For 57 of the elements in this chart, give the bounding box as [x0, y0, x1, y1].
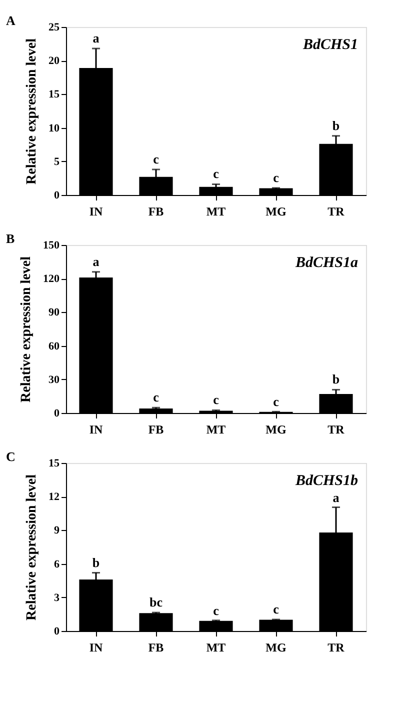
- x-tick-label: TR: [328, 640, 345, 654]
- annotation: c: [153, 151, 160, 166]
- annotation: c: [273, 601, 280, 616]
- x-tick-label: TR: [328, 422, 345, 436]
- y-axis-title: Relative expression level: [24, 474, 40, 620]
- x-tick-label: IN: [89, 422, 103, 436]
- x-tick-label: IN: [89, 204, 103, 218]
- y-tick-label: 0: [54, 408, 60, 420]
- x-tick-label: MT: [206, 204, 226, 218]
- y-tick-label: 0: [54, 626, 60, 638]
- x-tick-label: FB: [148, 422, 164, 436]
- text: BdCHS1b: [294, 473, 358, 489]
- text: B: [6, 231, 15, 246]
- text: C: [6, 449, 16, 464]
- y-tick-label: 60: [48, 340, 60, 352]
- y-axis-title: Relative expression level: [24, 38, 40, 184]
- annotation: a: [92, 254, 100, 269]
- y-tick-label: 6: [54, 558, 60, 570]
- text: A: [6, 13, 16, 28]
- annotation: b: [92, 554, 100, 570]
- annotation: b: [332, 118, 340, 133]
- y-tick-label: 150: [43, 240, 60, 252]
- x-tick-label: FB: [148, 640, 164, 654]
- y-tick-label: 90: [48, 306, 60, 319]
- annotation: bc: [150, 594, 163, 610]
- text: BdCHS1a: [294, 255, 358, 271]
- y-tick-label: 15: [48, 88, 60, 101]
- y-axis-title: Relative expression level: [19, 256, 34, 402]
- x-tick-label: MG: [266, 422, 286, 436]
- annotation: c: [213, 602, 220, 618]
- y-tick-label: 120: [43, 273, 60, 286]
- y-tick-label: 3: [54, 592, 60, 604]
- y-tick-label: 25: [48, 22, 60, 34]
- annotation: c: [273, 170, 280, 185]
- x-tick-label: MT: [206, 422, 226, 436]
- x-tick-label: FB: [148, 204, 164, 218]
- annotation: b: [332, 371, 340, 386]
- annotation: c: [273, 394, 280, 409]
- annotation: a: [332, 490, 340, 505]
- y-tick-label: 12: [48, 491, 60, 504]
- x-tick-label: MT: [206, 640, 226, 654]
- y-tick-label: 5: [54, 156, 60, 168]
- y-tick-label: 9: [54, 524, 60, 537]
- x-tick-label: MG: [266, 640, 286, 654]
- y-tick-label: 0: [54, 190, 60, 202]
- text: BdCHS1: [302, 37, 358, 53]
- x-tick-label: MG: [266, 204, 286, 218]
- annotation: c: [213, 392, 220, 408]
- annotation: c: [153, 389, 160, 404]
- y-tick-label: 10: [48, 122, 60, 134]
- y-tick-label: 20: [48, 55, 60, 68]
- annotation: c: [213, 166, 220, 182]
- y-tick-label: 15: [48, 458, 60, 470]
- x-tick-label: IN: [89, 640, 103, 654]
- x-tick-label: TR: [328, 204, 345, 218]
- annotation: a: [92, 30, 100, 46]
- y-tick-label: 30: [48, 374, 60, 386]
